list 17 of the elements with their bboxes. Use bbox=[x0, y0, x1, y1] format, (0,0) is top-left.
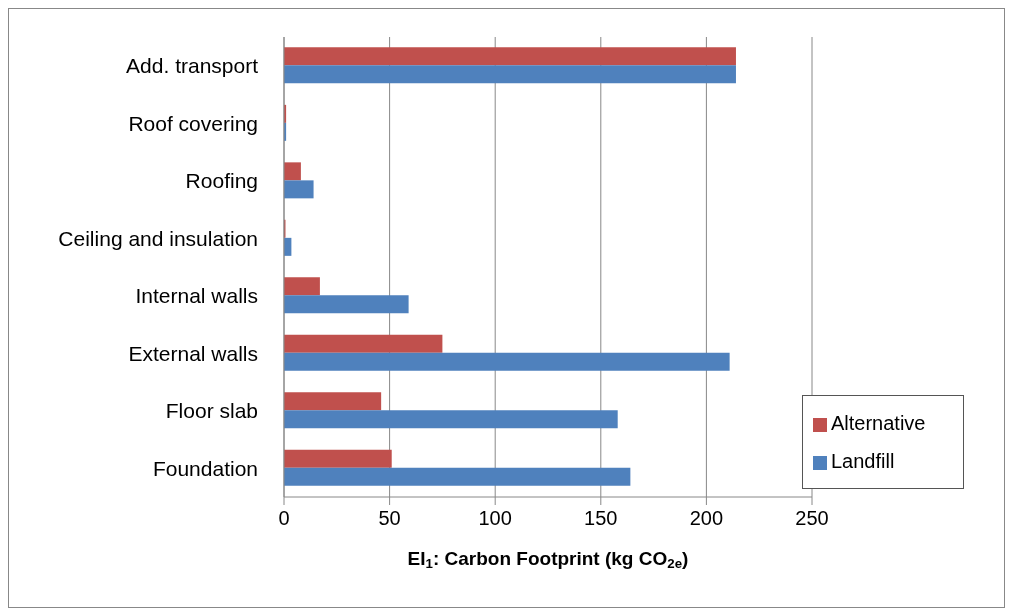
y-tick-label: Foundation bbox=[152, 456, 258, 480]
x-tick-label: 100 bbox=[478, 507, 512, 530]
x-tick-label: 50 bbox=[378, 507, 401, 530]
x-tick-label: 250 bbox=[795, 507, 829, 530]
legend-label: Landfill bbox=[831, 450, 895, 472]
y-tick-label: Add. transport bbox=[126, 54, 259, 78]
x-tick-label: 0 bbox=[278, 507, 290, 530]
y-tick-label: External walls bbox=[128, 341, 258, 365]
y-tick-label: Roof covering bbox=[128, 111, 258, 135]
y-tick-label: Roofing bbox=[185, 169, 258, 193]
y-tick-label: Internal walls bbox=[135, 284, 258, 308]
y-tick-label: Ceiling and insulation bbox=[58, 226, 258, 250]
legend-label: Alternative bbox=[831, 412, 926, 434]
y-tick-label: Floor slab bbox=[165, 399, 258, 423]
x-tick-label: 200 bbox=[689, 507, 724, 530]
x-tick-label: 150 bbox=[584, 507, 618, 530]
x-axis-title: EI$_{1}$: Carbon Footprint (kg CO$_{2e}$) bbox=[407, 548, 689, 572]
